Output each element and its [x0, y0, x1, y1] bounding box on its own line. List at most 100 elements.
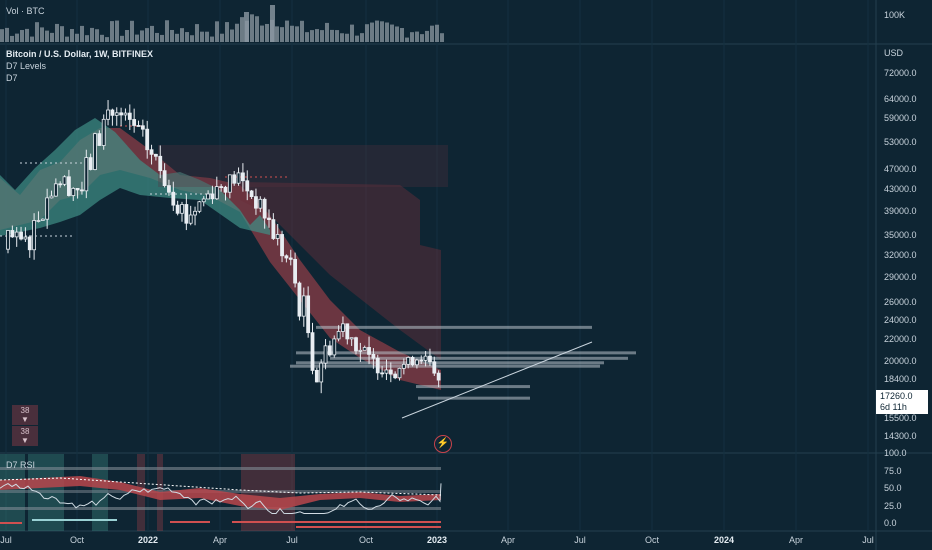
volume-bar: [55, 23, 59, 42]
candle-body: [332, 338, 337, 356]
candle-body: [406, 356, 411, 365]
level-badge: 38 ▼: [12, 405, 38, 425]
rsi-title[interactable]: D7 RSI: [6, 460, 36, 470]
time-tick-label: Oct: [69, 535, 85, 545]
rsi-marker-bear: [0, 522, 22, 524]
candle-body: [336, 331, 341, 340]
candle-body: [414, 359, 419, 366]
rsi-tick-label: 75.0: [884, 465, 902, 476]
candle-body: [267, 217, 271, 221]
volume-bar: [45, 30, 49, 42]
volume-bar: [140, 30, 144, 42]
volume-bar: [10, 35, 14, 42]
candle-body: [149, 149, 154, 155]
candle-body: [88, 157, 93, 170]
candle-body: [27, 236, 32, 251]
candle-body: [310, 332, 315, 371]
volume-bar: [0, 29, 4, 42]
price-tick-label: 20000.0: [884, 355, 917, 366]
price-tick-label: 24000.0: [884, 314, 917, 325]
badge-arrow: ▼: [21, 415, 29, 424]
rsi-marker-bull: [32, 519, 117, 521]
candle-body: [19, 231, 23, 240]
candle-body: [245, 180, 250, 192]
volume-bar: [280, 27, 284, 42]
volume-bar: [250, 14, 254, 42]
time-tick-label: Oct: [358, 535, 374, 545]
candle-body: [136, 125, 141, 127]
candle-body: [362, 347, 367, 351]
lightning-icon[interactable]: ⚡: [434, 435, 452, 453]
volume-bar: [270, 5, 275, 42]
volume-bar: [235, 23, 239, 42]
candle-body: [293, 258, 298, 284]
candle-body: [106, 109, 110, 120]
rsi-tick-label: 50.0: [884, 483, 902, 493]
candle-body: [432, 361, 437, 374]
trend-line[interactable]: [401, 341, 593, 419]
volume-bar: [285, 20, 289, 42]
volume-bar: [150, 25, 154, 42]
candle-body: [158, 155, 163, 172]
volume-bar: [305, 32, 309, 42]
volume-bar: [410, 32, 414, 42]
badge-value: 38: [20, 406, 30, 415]
volume-bar: [240, 17, 244, 42]
candles: [6, 100, 441, 394]
price-tick-label: 43000.0: [884, 183, 917, 194]
candle-body: [97, 133, 102, 146]
candle-countdown: 6d 11h: [880, 402, 907, 412]
candle-body: [14, 231, 19, 238]
volume-bar: [265, 23, 269, 42]
horizontal-level: [416, 385, 530, 389]
horizontal-level: [290, 364, 600, 368]
candle-body: [262, 198, 267, 219]
price-tick-label: 15500.0: [884, 412, 917, 423]
price-tick-label: 22000.0: [884, 334, 917, 345]
volume-bar: [145, 28, 149, 42]
volume-bar: [244, 12, 249, 42]
candle-body: [371, 353, 376, 359]
currency-label: USD: [884, 48, 904, 58]
candle-body: [58, 183, 63, 186]
candle-body: [67, 176, 71, 196]
symbol-title[interactable]: Bitcoin / U.S. Dollar, 1W, BITFINEX: [6, 49, 154, 59]
candle-body: [84, 157, 89, 192]
volume-bar: [25, 28, 29, 42]
candle-body: [153, 153, 158, 157]
price-tick-label: 47000.0: [884, 163, 917, 174]
current-price: 17260.0: [880, 391, 913, 401]
volume-bar: [360, 33, 364, 42]
volume-bar: [215, 21, 219, 42]
volume-bar: [175, 33, 179, 42]
candle-body: [62, 176, 67, 185]
volume-bar: [5, 27, 9, 42]
candle-body: [93, 133, 97, 170]
candle-body: [349, 337, 354, 340]
candle-body: [127, 112, 132, 120]
candle-body: [75, 188, 80, 191]
candle-body: [401, 363, 406, 369]
time-tick-label: Oct: [644, 535, 660, 545]
candle-body: [114, 112, 119, 116]
indicator-d7-levels[interactable]: D7 Levels: [6, 61, 47, 71]
volume-bar: [435, 24, 439, 42]
time-tick-label: 2023: [426, 535, 448, 545]
volume-bar: [165, 20, 169, 42]
volume-bar: [70, 29, 74, 42]
volume-bar: [440, 33, 444, 42]
candle-body: [206, 193, 211, 200]
volume-bar: [125, 30, 129, 42]
candle-body: [375, 357, 380, 374]
candle-body: [36, 220, 41, 222]
projected-cloud: [240, 182, 441, 360]
volume-bar: [420, 34, 424, 42]
volume-bar: [120, 35, 124, 42]
candle-body: [380, 372, 385, 375]
horizontal-level: [296, 351, 636, 355]
volume-bar: [390, 24, 394, 42]
indicator-d7[interactable]: D7: [6, 73, 18, 83]
badge-value: 38: [20, 427, 30, 436]
candle-body: [162, 170, 167, 186]
